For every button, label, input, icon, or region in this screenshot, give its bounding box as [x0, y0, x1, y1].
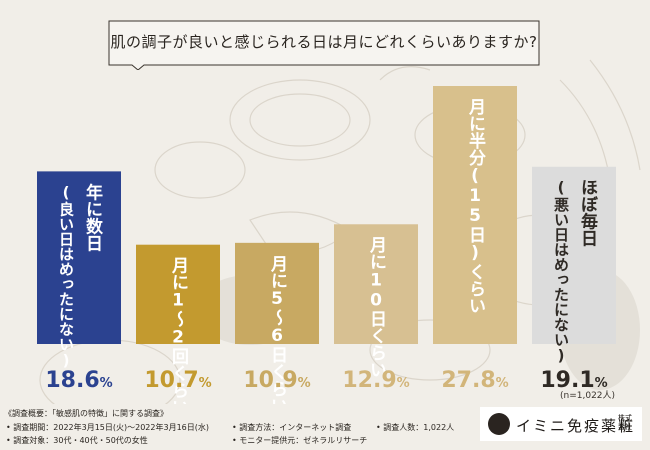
bar-4-label-1: 月に10日くらい	[366, 236, 388, 378]
bar-2-label-1: 月に1～2回くらい	[168, 257, 190, 404]
bar-3	[235, 242, 319, 344]
survey-period: • 調査期間：2022年3月15日(火)～2022年3月16日(水)	[6, 423, 210, 432]
bar-2	[136, 244, 220, 344]
bar-1	[37, 171, 121, 344]
bar-3-label-1: 月に5～6日くらい	[267, 255, 289, 404]
chart-title-box: 肌の調子が良いと感じられる日は月にどれくらいありますか?	[108, 20, 540, 70]
bar-5-value: 27.8%	[441, 368, 508, 393]
company-name: イミニ免疫薬粧	[516, 417, 636, 435]
bar-3-value: 10.9%	[243, 368, 310, 393]
survey-count: • 調査人数：1,022人	[376, 423, 455, 432]
company-suffix: 株式会社	[618, 414, 632, 431]
bar-5-label-1: 月に半分(15日)くらい	[465, 98, 487, 314]
bar-2-value: 10.7%	[144, 368, 211, 393]
imini-logo-icon	[488, 413, 510, 435]
chart-title: 肌の調子が良いと感じられる日は月にどれくらいありますか?	[110, 33, 538, 51]
bar-1-label-2: (良い日はめったにない)	[57, 183, 75, 369]
survey-target: • 調査対象：30代・40代・50代の女性	[6, 436, 148, 445]
company-logo: イミニ免疫薬粧 株式会社	[480, 407, 642, 441]
bar-6-label-2: (悪い日はめったにない)	[552, 179, 570, 365]
bar-5	[433, 86, 517, 344]
bar-4	[334, 224, 418, 344]
bar-6-value: 19.1%	[540, 368, 607, 393]
survey-method: • 調査方法：インターネット調査	[232, 423, 352, 432]
sample-size-label: (n=1,022人)	[560, 391, 616, 401]
bar-4-value: 12.9%	[342, 368, 409, 393]
bar-1-value: 18.6%	[45, 368, 112, 393]
speech-bubble-frame	[108, 20, 540, 70]
bar-1-label-1: 年に数日	[82, 182, 103, 251]
survey-overview: 《調査概要：「敏感肌の特徴」に関する調査》	[4, 409, 168, 418]
survey-provider: • モニター提供元：ゼネラルリサーチ	[232, 436, 368, 445]
bar-6	[532, 166, 616, 344]
bar-6-label-1: ほぼ毎日	[577, 179, 598, 247]
